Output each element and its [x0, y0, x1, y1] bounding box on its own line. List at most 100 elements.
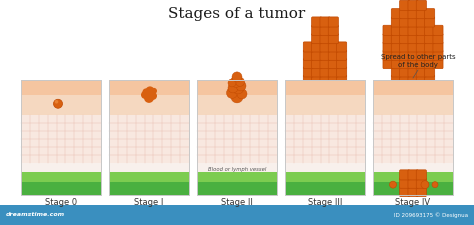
FancyBboxPatch shape: [337, 42, 346, 52]
FancyBboxPatch shape: [328, 34, 338, 44]
Bar: [109, 115, 189, 163]
Text: Stage 0: Stage 0: [45, 198, 77, 207]
FancyBboxPatch shape: [416, 170, 427, 180]
FancyBboxPatch shape: [337, 50, 346, 60]
FancyBboxPatch shape: [320, 58, 330, 69]
Bar: [373, 172, 453, 182]
Bar: [197, 163, 277, 172]
FancyBboxPatch shape: [408, 9, 418, 19]
Bar: [109, 182, 189, 195]
Bar: [197, 80, 277, 95]
FancyBboxPatch shape: [328, 67, 338, 77]
FancyBboxPatch shape: [328, 92, 338, 102]
Text: Stage I: Stage I: [134, 198, 164, 207]
FancyBboxPatch shape: [416, 83, 427, 94]
Bar: [109, 80, 189, 95]
FancyBboxPatch shape: [425, 9, 435, 19]
Bar: [285, 95, 365, 115]
FancyBboxPatch shape: [311, 50, 322, 60]
FancyBboxPatch shape: [416, 67, 427, 77]
FancyBboxPatch shape: [408, 92, 418, 102]
Bar: [109, 95, 189, 115]
FancyBboxPatch shape: [408, 58, 418, 69]
FancyBboxPatch shape: [311, 58, 322, 69]
FancyBboxPatch shape: [408, 42, 418, 52]
Bar: [197, 115, 277, 163]
Circle shape: [141, 91, 149, 99]
FancyBboxPatch shape: [425, 58, 435, 69]
FancyBboxPatch shape: [408, 17, 418, 27]
FancyBboxPatch shape: [337, 75, 346, 85]
Text: Stage II: Stage II: [221, 198, 253, 207]
FancyBboxPatch shape: [416, 0, 427, 10]
FancyBboxPatch shape: [328, 42, 338, 52]
FancyBboxPatch shape: [400, 34, 410, 44]
Bar: [21, 182, 101, 195]
Bar: [197, 172, 277, 182]
FancyBboxPatch shape: [320, 17, 330, 27]
Circle shape: [149, 92, 157, 100]
FancyBboxPatch shape: [408, 178, 418, 188]
Bar: [21, 80, 101, 195]
FancyBboxPatch shape: [416, 42, 427, 52]
FancyBboxPatch shape: [408, 75, 418, 85]
Text: Stages of a tumor: Stages of a tumor: [168, 7, 306, 21]
FancyBboxPatch shape: [425, 50, 435, 60]
FancyBboxPatch shape: [408, 0, 418, 10]
FancyBboxPatch shape: [392, 67, 401, 77]
FancyBboxPatch shape: [303, 58, 313, 69]
FancyBboxPatch shape: [328, 50, 338, 60]
Circle shape: [144, 93, 154, 103]
Circle shape: [227, 87, 237, 98]
Bar: [21, 80, 101, 95]
FancyBboxPatch shape: [311, 34, 322, 44]
Bar: [109, 80, 189, 195]
FancyBboxPatch shape: [320, 67, 330, 77]
FancyBboxPatch shape: [400, 58, 410, 69]
Bar: [373, 80, 453, 95]
Bar: [285, 80, 365, 195]
FancyBboxPatch shape: [311, 83, 322, 94]
FancyBboxPatch shape: [383, 58, 393, 69]
Bar: [373, 115, 453, 163]
FancyBboxPatch shape: [408, 67, 418, 77]
Bar: [109, 172, 189, 182]
FancyBboxPatch shape: [320, 34, 330, 44]
FancyBboxPatch shape: [383, 34, 393, 44]
Circle shape: [146, 86, 155, 95]
Text: ID 209693175 © Designua: ID 209693175 © Designua: [394, 212, 468, 218]
Bar: [285, 172, 365, 182]
Bar: [197, 80, 277, 195]
FancyBboxPatch shape: [400, 92, 410, 102]
Circle shape: [236, 77, 245, 86]
FancyBboxPatch shape: [400, 178, 410, 188]
FancyBboxPatch shape: [400, 50, 410, 60]
FancyBboxPatch shape: [408, 25, 418, 35]
Circle shape: [232, 82, 244, 94]
FancyBboxPatch shape: [311, 92, 322, 102]
Bar: [373, 80, 453, 195]
Text: Spread to other parts
of the body: Spread to other parts of the body: [381, 54, 456, 68]
Circle shape: [232, 72, 242, 82]
Circle shape: [432, 182, 438, 188]
Bar: [373, 182, 453, 195]
FancyBboxPatch shape: [328, 58, 338, 69]
FancyBboxPatch shape: [392, 58, 401, 69]
FancyBboxPatch shape: [408, 187, 418, 197]
FancyBboxPatch shape: [400, 17, 410, 27]
Bar: [373, 95, 453, 115]
Bar: [109, 163, 189, 172]
Text: dreamstime.com: dreamstime.com: [6, 212, 65, 218]
Bar: [21, 80, 101, 195]
FancyBboxPatch shape: [320, 42, 330, 52]
Circle shape: [228, 83, 238, 93]
FancyBboxPatch shape: [328, 25, 338, 35]
FancyBboxPatch shape: [320, 25, 330, 35]
Circle shape: [236, 81, 246, 91]
FancyBboxPatch shape: [425, 42, 435, 52]
FancyBboxPatch shape: [383, 42, 393, 52]
FancyBboxPatch shape: [303, 67, 313, 77]
FancyBboxPatch shape: [392, 17, 401, 27]
FancyBboxPatch shape: [392, 25, 401, 35]
Circle shape: [230, 76, 241, 87]
